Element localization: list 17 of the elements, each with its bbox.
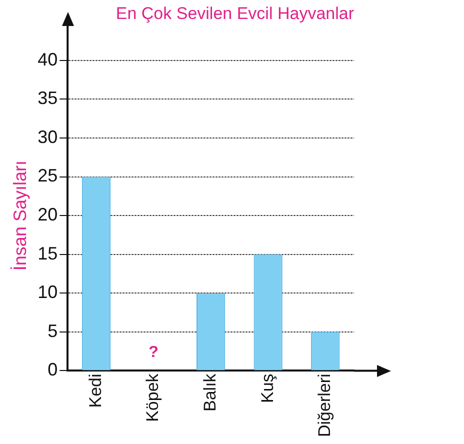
y-tick-label: 25: [38, 166, 58, 186]
y-tick-label: 20: [38, 204, 58, 225]
x-tick-label: Balık: [200, 373, 220, 412]
chart-title: En Çok Sevilen Evcil Hayvanlar: [116, 4, 354, 23]
x-tick-label: Köpek: [143, 373, 162, 422]
y-tick-label: 5: [48, 320, 58, 341]
x-tick-label: Kuş: [258, 374, 277, 404]
y-tick-label: 40: [38, 49, 58, 70]
y-tick-label: 0: [48, 360, 58, 380]
y-tick-label: 15: [38, 243, 58, 264]
y-tick-label: 10: [38, 282, 58, 302]
annotation: ?: [148, 344, 158, 362]
y-axis-title: İnsan Sayıları: [10, 160, 30, 271]
y-tick-label: 30: [38, 126, 58, 147]
x-tick-label: Kedi: [86, 374, 105, 408]
y-tick-label: 35: [38, 88, 58, 108]
x-tick-label: Diğerleri: [315, 374, 334, 438]
